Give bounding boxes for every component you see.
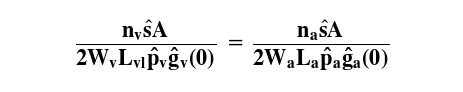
Text: $\dfrac{\mathbf{n_v}\hat{\mathbf{s}}\mathbf{A}}{\mathbf{2W_vL_{vl}\hat{p}_v\hat{: $\dfrac{\mathbf{n_v}\hat{\mathbf{s}}\mat… xyxy=(75,19,388,73)
